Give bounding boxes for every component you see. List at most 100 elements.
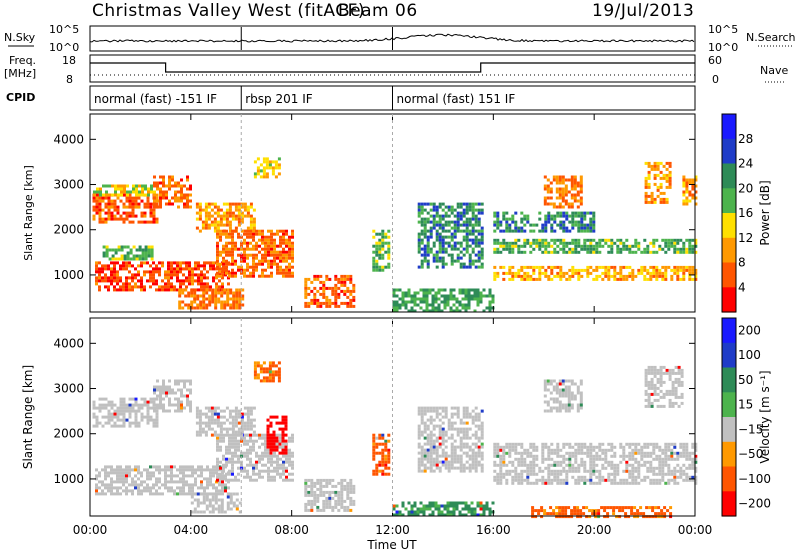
heatmap-cell [203,261,206,264]
heatmap-cell [114,410,117,413]
heatmap-cell [147,416,150,419]
freq-panel [90,55,695,82]
heatmap-cell [471,289,474,292]
heatmap-cell [418,236,421,239]
heatmap-cell [610,467,613,470]
heatmap-cell [496,227,499,230]
heatmap-cell [249,275,252,278]
heatmap-cell [197,511,200,514]
heatmap-cell [459,289,462,292]
heatmap-cell [304,290,307,293]
heatmap-cell [126,218,129,221]
heatmap-cell [105,404,108,407]
heatmap-cell [405,301,408,304]
heatmap-cell [466,446,469,449]
heatmap-cell [147,194,150,197]
heatmap-cell [577,227,580,230]
heatmap-cell [475,407,478,410]
heatmap-cell [150,221,153,224]
heatmap-cell [203,285,206,288]
heatmap-cell [279,272,282,275]
heatmap-cell [478,419,481,422]
heatmap-cell [508,224,511,227]
heatmap-cell [535,245,538,248]
heatmap-cell [162,386,165,389]
heatmap-cell [532,230,535,233]
heatmap-cell [188,489,191,492]
heatmap-cell [111,203,114,206]
nave-scale-top: 60 [708,54,722,67]
heatmap-cell [451,221,454,224]
heatmap-cell [156,413,159,416]
heatmap-cell [108,200,111,203]
heatmap-cell [619,239,622,242]
heatmap-cell [430,416,433,419]
heatmap-cell [477,295,480,298]
heatmap-cell [135,419,138,422]
heatmap-cell [655,269,658,272]
heatmap-cell [191,486,194,489]
heatmap-cell [173,270,176,273]
heatmap-cell [420,301,423,304]
heatmap-cell [288,269,291,272]
heatmap-cell [387,473,390,476]
heatmap-cell [255,263,258,266]
heatmap-cell [257,157,260,160]
heatmap-cell [544,251,547,254]
heatmap-cell [246,242,249,245]
heatmap-cell [255,467,258,470]
heatmap-cell [616,278,619,281]
heatmap-cell [427,449,430,452]
heatmap-cell [185,474,188,477]
heatmap-cell [246,455,249,458]
heatmap-cell [144,215,147,218]
heatmap-cell [499,464,502,467]
heatmap-cell [273,452,276,455]
heatmap-cell [663,165,666,168]
heatmap-cell [451,464,454,467]
heatmap-cell [273,440,276,443]
heatmap-cell [222,233,225,236]
heatmap-cell [215,508,218,511]
heatmap-cell [523,218,526,221]
heatmap-cell [634,446,637,449]
heatmap-cell [167,288,170,291]
heatmap-cell [225,458,228,461]
heatmap-cell [556,272,559,275]
heatmap-cell [598,470,601,473]
heatmap-cell [592,218,595,221]
heatmap-cell [126,404,129,407]
heatmap-cell [194,480,197,483]
heatmap-cell [167,489,170,492]
heatmap-cell [288,245,291,248]
heatmap-cell [571,218,574,221]
heatmap-cell [565,227,568,230]
heatmap-cell [544,458,547,461]
heatmap-cell [384,236,387,239]
heatmap-cell [113,471,116,474]
heatmap-cell [307,491,310,494]
heatmap-cell [194,499,197,502]
heatmap-cell [205,292,208,295]
heatmap-cell [143,261,146,264]
heatmap-cell [191,279,194,282]
heatmap-cell [349,488,352,491]
heatmap-cell [520,227,523,230]
heatmap-cell [285,467,288,470]
heatmap-cell [180,200,183,203]
heatmap-cell [182,483,185,486]
heatmap-cell [120,398,123,401]
heatmap-cell [613,467,616,470]
heatmap-cell [466,203,469,206]
heatmap-cell [666,177,669,180]
heatmap-cell [216,260,219,263]
heatmap-cell [231,248,234,251]
heatmap-cell [102,404,105,407]
heatmap-cell [430,434,433,437]
heatmap-cell [508,473,511,476]
heatmap-cell [120,407,123,410]
heatmap-cell [664,452,667,455]
heatmap-cell [529,470,532,473]
heatmap-cell [478,461,481,464]
heatmap-cell [457,248,460,251]
